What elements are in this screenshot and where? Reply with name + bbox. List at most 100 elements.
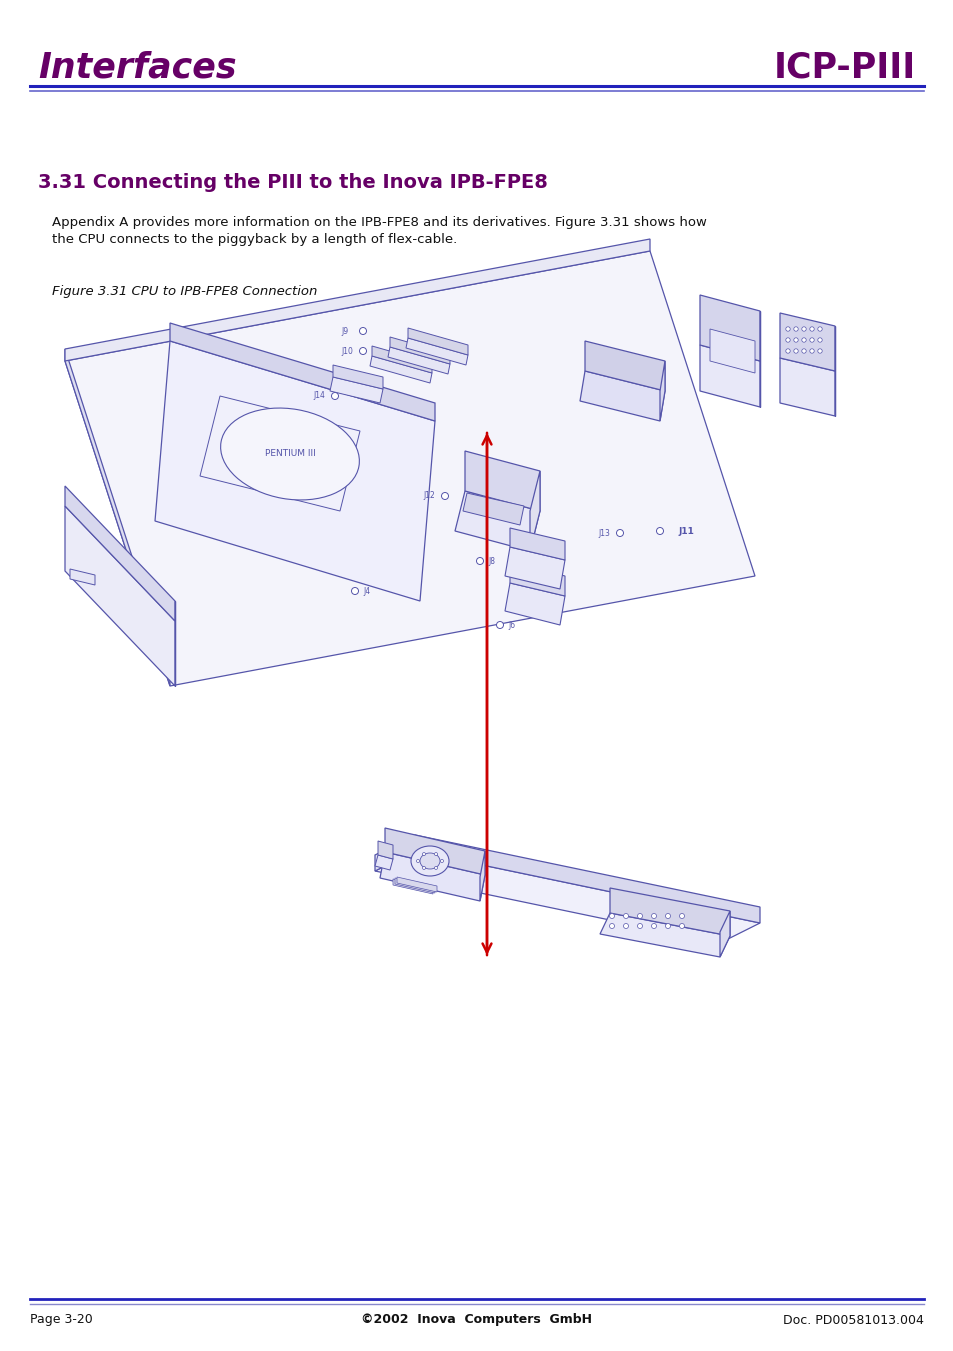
- Polygon shape: [504, 547, 564, 589]
- Polygon shape: [510, 563, 564, 596]
- Polygon shape: [200, 396, 359, 511]
- Circle shape: [422, 852, 425, 855]
- Text: Doc. PD00581013.004: Doc. PD00581013.004: [782, 1313, 923, 1327]
- Circle shape: [609, 913, 614, 919]
- Text: J11: J11: [678, 527, 693, 535]
- Polygon shape: [330, 377, 382, 403]
- Text: Page 3-20: Page 3-20: [30, 1313, 92, 1327]
- Polygon shape: [659, 361, 664, 422]
- Text: J4: J4: [363, 586, 370, 596]
- Polygon shape: [65, 486, 174, 621]
- Circle shape: [609, 924, 614, 928]
- Circle shape: [359, 347, 366, 354]
- Polygon shape: [390, 336, 450, 363]
- Polygon shape: [609, 888, 729, 936]
- Circle shape: [817, 327, 821, 331]
- Circle shape: [434, 866, 437, 870]
- Text: ©2002  Inova  Computers  GmbH: ©2002 Inova Computers GmbH: [361, 1313, 592, 1327]
- Circle shape: [793, 327, 798, 331]
- Polygon shape: [709, 330, 754, 373]
- Polygon shape: [530, 471, 539, 551]
- Circle shape: [496, 621, 503, 628]
- Circle shape: [637, 924, 641, 928]
- Polygon shape: [375, 851, 760, 943]
- Text: Appendix A provides more information on the IPB-FPE8 and its derivatives. Figure: Appendix A provides more information on …: [52, 216, 706, 230]
- Polygon shape: [415, 835, 760, 923]
- Polygon shape: [464, 451, 539, 511]
- Circle shape: [359, 327, 366, 335]
- Text: the CPU connects to the piggyback by a length of flex-cable.: the CPU connects to the piggyback by a l…: [52, 232, 456, 246]
- Circle shape: [665, 913, 670, 919]
- Polygon shape: [377, 842, 393, 859]
- Circle shape: [785, 338, 789, 342]
- Circle shape: [665, 924, 670, 928]
- Text: J6: J6: [507, 620, 515, 630]
- Ellipse shape: [220, 408, 359, 500]
- Circle shape: [809, 349, 813, 353]
- Polygon shape: [70, 569, 95, 585]
- Circle shape: [785, 349, 789, 353]
- Polygon shape: [379, 852, 484, 901]
- Polygon shape: [462, 493, 523, 526]
- Polygon shape: [375, 855, 393, 870]
- Circle shape: [809, 338, 813, 342]
- Polygon shape: [393, 880, 433, 894]
- Text: J8: J8: [488, 557, 495, 566]
- Ellipse shape: [419, 852, 439, 869]
- Polygon shape: [408, 328, 468, 355]
- Circle shape: [651, 924, 656, 928]
- Polygon shape: [370, 357, 432, 382]
- Circle shape: [351, 588, 358, 594]
- Polygon shape: [65, 349, 170, 686]
- Polygon shape: [479, 851, 484, 901]
- Circle shape: [476, 558, 483, 565]
- Polygon shape: [170, 323, 435, 422]
- Text: ICP-PIII: ICP-PIII: [773, 51, 915, 85]
- Circle shape: [637, 913, 641, 919]
- Text: PENTIUM III: PENTIUM III: [264, 450, 315, 458]
- Polygon shape: [396, 877, 436, 892]
- Polygon shape: [65, 507, 174, 686]
- Polygon shape: [65, 251, 754, 686]
- Circle shape: [441, 493, 448, 500]
- Circle shape: [817, 338, 821, 342]
- Polygon shape: [510, 528, 564, 561]
- Polygon shape: [406, 338, 468, 365]
- Text: Figure 3.31 CPU to IPB-FPE8 Connection: Figure 3.31 CPU to IPB-FPE8 Connection: [52, 285, 317, 299]
- Text: J10: J10: [340, 346, 353, 355]
- Circle shape: [793, 338, 798, 342]
- Circle shape: [785, 327, 789, 331]
- Polygon shape: [780, 313, 834, 372]
- Text: J14: J14: [313, 392, 325, 400]
- Polygon shape: [372, 346, 432, 373]
- Polygon shape: [584, 340, 664, 390]
- Ellipse shape: [411, 846, 449, 875]
- Polygon shape: [385, 828, 484, 875]
- Polygon shape: [720, 911, 729, 957]
- Polygon shape: [388, 347, 450, 374]
- Circle shape: [679, 924, 684, 928]
- Circle shape: [422, 866, 425, 870]
- Circle shape: [679, 913, 684, 919]
- Circle shape: [656, 527, 662, 535]
- Circle shape: [416, 859, 419, 862]
- Polygon shape: [504, 584, 564, 626]
- Polygon shape: [455, 490, 539, 551]
- Circle shape: [801, 327, 805, 331]
- Circle shape: [616, 530, 623, 536]
- Text: J13: J13: [598, 528, 609, 538]
- Circle shape: [440, 859, 443, 862]
- Polygon shape: [375, 835, 415, 871]
- Polygon shape: [700, 295, 760, 361]
- Circle shape: [809, 327, 813, 331]
- Circle shape: [801, 349, 805, 353]
- Polygon shape: [780, 358, 834, 416]
- Polygon shape: [395, 878, 435, 893]
- Circle shape: [817, 349, 821, 353]
- Circle shape: [801, 338, 805, 342]
- Text: 3.31 Connecting the PIII to the Inova IPB-FPE8: 3.31 Connecting the PIII to the Inova IP…: [38, 173, 547, 192]
- Polygon shape: [579, 372, 664, 422]
- Text: Interfaces: Interfaces: [38, 51, 236, 85]
- Polygon shape: [700, 345, 760, 407]
- Text: J9: J9: [340, 327, 348, 335]
